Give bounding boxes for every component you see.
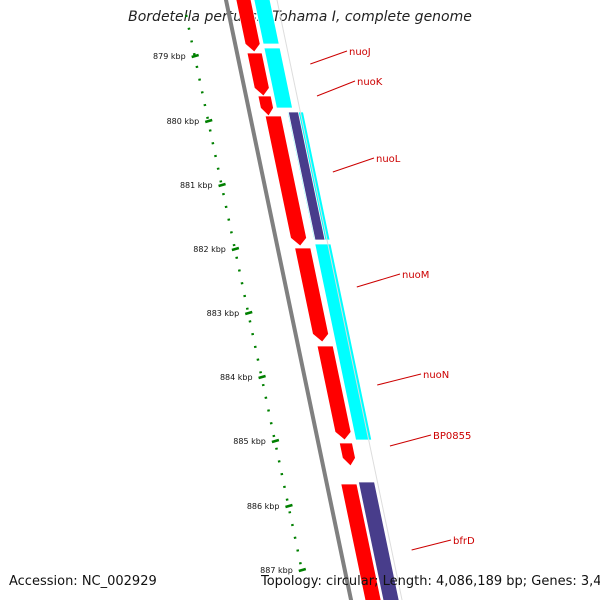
gene-label: nuoN	[423, 370, 449, 381]
major-tick	[191, 53, 200, 59]
major-tick	[285, 503, 293, 509]
forward-cds-feature	[316, 345, 352, 441]
accession-text: Accession: NC_002929	[9, 574, 157, 589]
gene-leader-line	[310, 50, 348, 65]
major-tick	[271, 438, 280, 444]
other-feature	[357, 481, 400, 600]
gene-label: BP0855	[433, 431, 471, 442]
gene-leader-line	[411, 539, 452, 551]
gene-label: nuoK	[357, 77, 383, 88]
strand-guide	[276, 0, 403, 600]
tick-label: 884 kbp	[220, 373, 253, 382]
reverse-cds-feature	[263, 47, 293, 109]
forward-cds-feature	[235, 0, 261, 53]
tick-label: 887 kbp	[260, 566, 293, 575]
reverse-cds-feature	[314, 243, 373, 441]
map-title: Bordetella pertussis Tohama I, complete …	[128, 9, 472, 25]
forward-cds-feature	[257, 95, 274, 117]
gene-label: bfrD	[453, 536, 475, 547]
forward-cds-feature	[246, 52, 270, 97]
tick-label: 879 kbp	[153, 52, 186, 61]
gene-leader-line	[356, 273, 401, 288]
reverse-cds-feature	[253, 0, 280, 45]
gene-leader-line	[377, 373, 422, 386]
genome-backbone	[223, 0, 354, 600]
forward-cds-feature	[264, 115, 308, 247]
forward-cds-feature	[340, 483, 382, 600]
gene-label: nuoM	[402, 270, 429, 281]
tick-label: 881 kbp	[180, 181, 213, 190]
gene-leader-line	[316, 80, 356, 97]
other-feature	[287, 111, 326, 241]
major-tick	[244, 310, 253, 316]
major-tick	[298, 567, 307, 573]
major-tick	[258, 374, 266, 380]
tick-label: 883 kbp	[207, 309, 240, 318]
gene-label: nuoJ	[349, 47, 371, 58]
tick-label: 886 kbp	[247, 502, 280, 511]
forward-cds-feature	[294, 247, 330, 343]
tick-label: 885 kbp	[233, 437, 266, 446]
gene-label: nuoL	[376, 154, 401, 165]
tick-label: 880 kbp	[167, 117, 200, 126]
major-tick	[204, 118, 213, 124]
gene-leader-line	[389, 434, 432, 447]
tick-label: 882 kbp	[193, 245, 226, 254]
gene-leader-line	[332, 157, 375, 173]
major-tick	[218, 182, 226, 188]
major-tick	[231, 246, 240, 252]
forward-cds-feature	[338, 442, 356, 467]
genome-summary-text: Topology: circular; Length: 4,086,189 bp…	[261, 574, 600, 589]
